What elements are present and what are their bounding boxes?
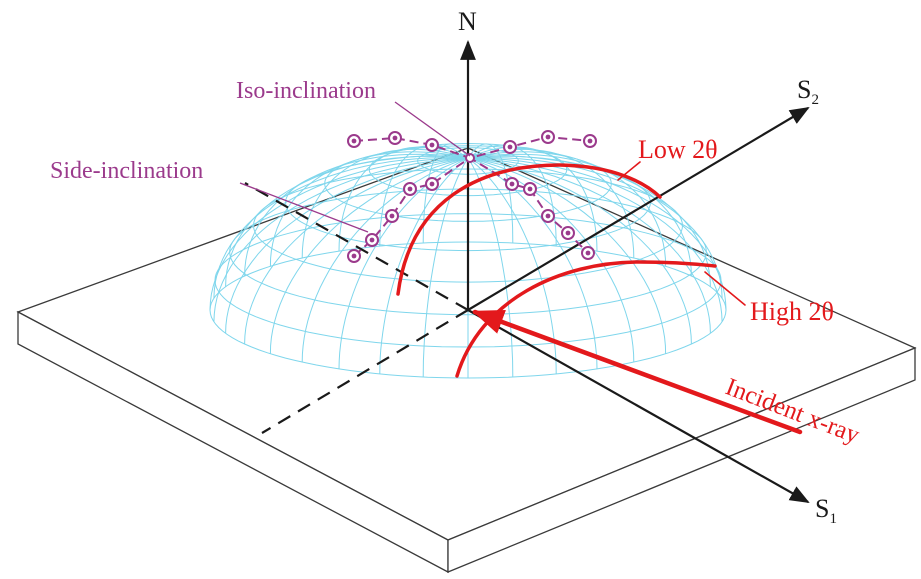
diffraction-features: [396, 161, 803, 435]
mesh-meridian: [269, 151, 469, 267]
mesh-meridian: [244, 157, 469, 345]
inclination-marker-dot: [351, 138, 357, 144]
inclination-marker-dot: [392, 135, 398, 141]
mesh-meridian: [467, 146, 598, 252]
low-2theta-label: Low 2θ: [638, 135, 718, 164]
side-inclination-label: Side-inclination: [50, 158, 203, 184]
mesh-meridian: [467, 157, 557, 374]
inclination-marker-dot: [585, 250, 591, 256]
mesh-meridian: [467, 157, 723, 299]
inclination-marker-dot: [407, 186, 413, 192]
inclination-paths: [239, 101, 597, 263]
inclination-marker-dot: [509, 181, 515, 187]
inclination-marker-dot: [369, 237, 375, 243]
inclination-marker-dot: [587, 138, 593, 144]
axis-s1-label: S1: [815, 494, 837, 527]
mesh-meridian: [467, 157, 711, 334]
axis-s1-negative-dashed: [244, 182, 469, 311]
inclination-marker-dot: [565, 230, 571, 236]
mesh-meridian: [467, 143, 514, 244]
axis-s2-letter: S: [797, 75, 811, 104]
side-inclination-leader: [239, 182, 369, 233]
mesh-meridian: [225, 157, 469, 334]
mesh-meridian: [244, 153, 469, 277]
axis-s2-positive: [467, 106, 810, 311]
axis-s1-letter: S: [815, 494, 829, 523]
inclination-marker-dot: [351, 253, 357, 259]
axis-s1-subscript: 1: [829, 511, 837, 527]
axes: [244, 40, 810, 503]
mesh-meridian: [301, 157, 469, 363]
plate-front-right-face: [447, 347, 916, 573]
inclination-marker-dot: [429, 181, 435, 187]
iso-inclination-label: Iso-inclination: [236, 78, 376, 104]
high-2theta-leader: [704, 271, 746, 306]
mesh-meridian: [467, 157, 667, 354]
inclination-marker-dot: [545, 213, 551, 219]
inclination-marker-dot: [545, 134, 551, 140]
low-2theta-arc: [396, 163, 662, 296]
mesh-meridian: [269, 157, 469, 354]
axis-s1-positive: [467, 309, 810, 503]
plate-top-face: [16, 147, 917, 541]
mesh-meridian: [225, 155, 469, 287]
mesh-meridian: [213, 157, 469, 299]
high-2theta-label: High 2θ: [750, 297, 834, 326]
inclination-marker-dot: [527, 186, 533, 192]
axis-s2-label: S2: [797, 75, 819, 108]
inclination-marker-dot: [389, 213, 395, 219]
axis-s2-subscript: 2: [811, 92, 819, 108]
mesh-meridian: [379, 157, 469, 374]
inclination-markers: [347, 130, 597, 263]
incident-xray-beam: [472, 309, 803, 435]
mesh-meridian: [467, 157, 692, 345]
inclination-marker: [465, 153, 475, 163]
low-2theta-leader: [617, 161, 641, 181]
axis-s2-negative-dashed: [261, 309, 469, 434]
mesh-meridian: [467, 144, 557, 247]
inclination-marker-dot: [507, 144, 513, 150]
mesh-meridian: [467, 153, 692, 277]
sample-plate: [16, 147, 917, 574]
mesh-meridian: [209, 157, 469, 311]
mesh-meridian: [213, 157, 469, 322]
iso-inclination-leader: [394, 101, 471, 157]
inclination-marker-dot: [429, 142, 435, 148]
axis-n-label: N: [458, 7, 477, 36]
mesh-meridian: [467, 157, 598, 369]
